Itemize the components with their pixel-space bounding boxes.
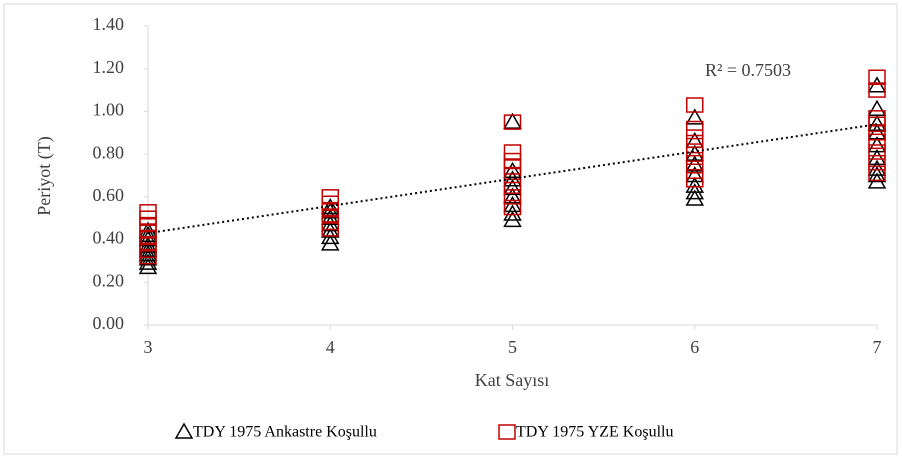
legend-label: TDY 1975 YZE Koşullu [516,424,673,441]
point [321,189,339,205]
point [503,152,522,169]
point [503,161,522,178]
point [867,114,887,131]
point [138,253,158,270]
point [685,176,705,193]
point [685,108,705,125]
point [503,178,522,196]
point [686,97,704,113]
point [138,245,158,262]
point [503,187,522,204]
x-tick-label: 5 [508,337,517,357]
point [868,82,886,98]
x-axis-title: Kat Sayısı [475,370,550,390]
y-axis-title: Periyot (T) [34,136,55,215]
legend-marker [498,424,516,440]
point [867,99,887,117]
point [686,154,704,171]
point [685,165,705,183]
point [868,154,886,171]
chart-border [3,3,898,455]
point [868,165,886,182]
point [503,144,522,160]
y-tick-label: 1.20 [93,57,125,77]
y-tick-label: 0.60 [93,185,125,205]
y-tick-label: 0.80 [93,142,125,162]
point [503,167,522,184]
point [503,189,522,205]
point [868,125,886,141]
point [868,144,886,160]
r2-annotation: R² = 0.7503 [705,60,791,80]
point [503,112,522,129]
legend-label: TDY 1975 Ankastre Koşullu [193,424,377,441]
point [503,114,522,130]
x-tick-label: 4 [326,337,335,357]
y-tick-label: 0.00 [93,313,125,333]
y-tick-label: 1.00 [93,100,125,120]
y-tick-label: 0.20 [93,270,125,290]
point [868,133,886,150]
point [686,146,704,162]
point [503,199,522,216]
point [868,69,886,86]
point [138,225,158,243]
x-tick-label: 6 [690,337,699,357]
point [686,137,704,154]
point [868,110,886,126]
legend-marker [174,422,194,439]
y-tick-label: 1.40 [93,14,125,34]
point [686,163,704,179]
y-tick-label: 0.40 [93,228,125,248]
point [867,159,887,176]
point [503,204,522,221]
x-tick-label: 3 [144,337,153,357]
point [139,204,157,220]
point [867,148,887,166]
point [503,178,522,194]
point [686,129,704,145]
point [686,172,704,188]
x-tick-label: 7 [873,337,882,357]
point [138,257,158,275]
point [686,120,704,137]
